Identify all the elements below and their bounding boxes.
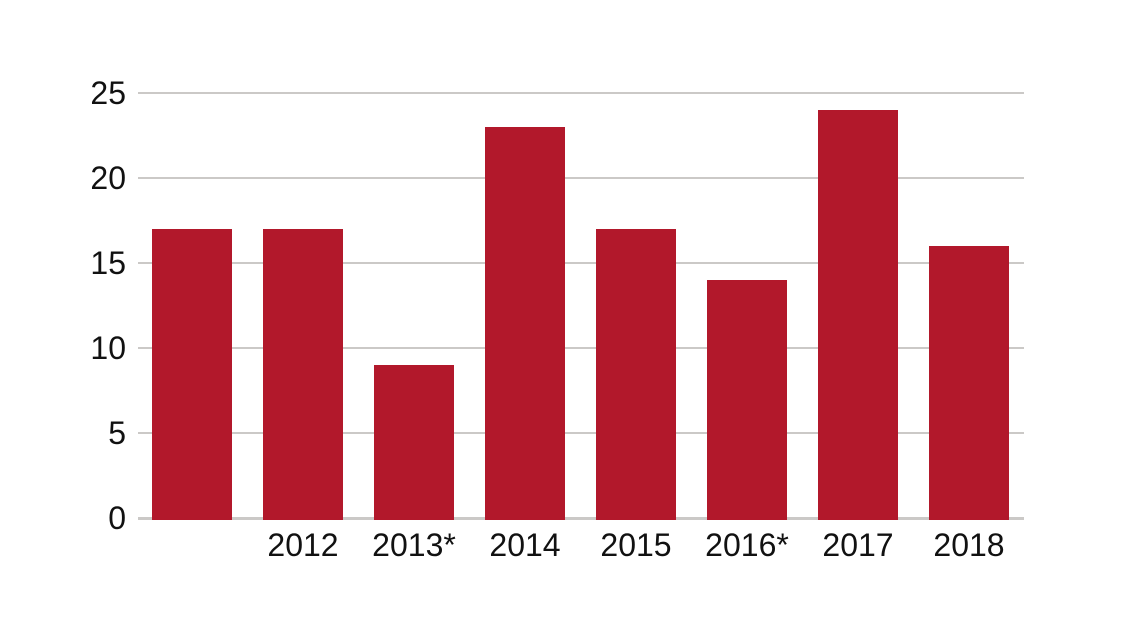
gridline bbox=[138, 432, 1024, 434]
bar bbox=[596, 229, 676, 520]
x-axis-label: 2014 bbox=[489, 527, 561, 563]
x-axis-line bbox=[138, 517, 1024, 520]
y-axis-tick-label: 20 bbox=[90, 160, 126, 196]
gridline bbox=[138, 92, 1024, 94]
x-axis-label: 2013* bbox=[372, 527, 456, 563]
y-axis-tick-label: 10 bbox=[90, 330, 126, 366]
bar bbox=[818, 110, 898, 520]
x-axis-label: 2017 bbox=[822, 527, 894, 563]
x-axis-label: 2012 bbox=[267, 527, 339, 563]
y-axis-tick-label: 25 bbox=[90, 75, 126, 111]
bar bbox=[152, 229, 232, 520]
bar bbox=[929, 246, 1009, 520]
y-axis-tick-label: 0 bbox=[108, 500, 126, 536]
x-axis-label: 2016* bbox=[705, 527, 789, 563]
bar bbox=[263, 229, 343, 520]
bar bbox=[374, 365, 454, 520]
y-axis-tick-label: 5 bbox=[108, 415, 126, 451]
x-axis-label: 2015 bbox=[600, 527, 672, 563]
bar bbox=[707, 280, 787, 520]
gridline bbox=[138, 347, 1024, 349]
gridline bbox=[138, 262, 1024, 264]
gridline bbox=[138, 177, 1024, 179]
x-axis-label: 2018 bbox=[933, 527, 1005, 563]
y-axis-tick-label: 15 bbox=[90, 245, 126, 281]
bar bbox=[485, 127, 565, 520]
